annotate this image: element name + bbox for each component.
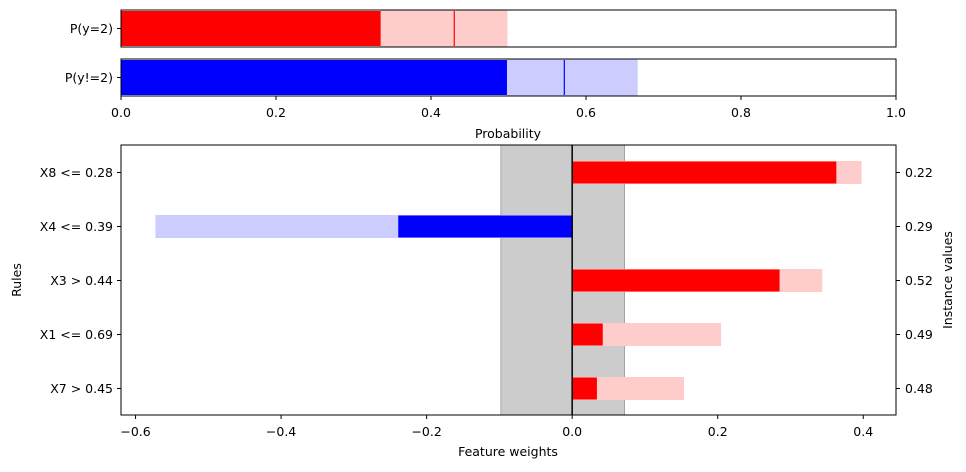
instance-value-label: 0.22 [905, 165, 933, 180]
weight-bar [572, 377, 597, 400]
probability-x-tick-label: 1.0 [886, 105, 906, 120]
rule-label: X4 <= 0.39 [40, 219, 113, 234]
rule-label: X1 <= 0.69 [40, 327, 113, 342]
rules-axis-label: Rules [9, 263, 24, 297]
probability-category-label: P(y=2) [70, 21, 113, 36]
instance-value-label: 0.49 [905, 327, 933, 342]
instance-value-labels: 0.22 0.29 0.52 0.49 0.48 [896, 165, 933, 396]
feature-weight-x-tick-label: −0.6 [120, 424, 150, 439]
instance-value-label: 0.29 [905, 219, 933, 234]
instance-value-label: 0.48 [905, 381, 933, 396]
probability-panel: P(y=2) P(y!=2) 0.0 0.2 0.4 0.6 0.8 1.0 Probabi… [65, 9, 906, 141]
probability-interval-bar [380, 10, 508, 47]
feature-weight-x-ticks: −0.6 −0.4 −0.2 0.0 0.2 0.4 [120, 415, 873, 439]
feature-weight-x-tick-label: −0.4 [266, 424, 296, 439]
weight-bar [572, 269, 780, 292]
probability-x-tick-label: 0.2 [266, 105, 286, 120]
probability-x-tick-label: 0.4 [421, 105, 441, 120]
probability-category-label: P(y!=2) [65, 70, 113, 85]
rule-label: X3 > 0.44 [50, 273, 113, 288]
instance-values-axis-label: Instance values [940, 231, 955, 329]
probability-bar [121, 11, 381, 46]
feature-weight-x-tick-label: 0.2 [708, 424, 728, 439]
probability-x-tick-label: 0.0 [111, 105, 131, 120]
probability-x-tick-label: 0.6 [576, 105, 596, 120]
probability-x-tick-label: 0.8 [731, 105, 751, 120]
instance-value-label: 0.52 [905, 273, 933, 288]
feature-weight-x-tick-label: 0.0 [562, 424, 582, 439]
probability-interval-bar [506, 59, 638, 96]
feature-weight-x-tick-label: −0.2 [411, 424, 441, 439]
rule-label: X7 > 0.45 [50, 381, 113, 396]
weight-bar [572, 161, 837, 184]
probability-axis-label: Probability [475, 126, 542, 141]
feature-weight-x-tick-label: 0.4 [853, 424, 873, 439]
weight-bar [572, 323, 603, 346]
weight-bar [398, 215, 573, 238]
probability-category-labels: P(y=2) P(y!=2) [65, 21, 121, 85]
feature-weights-panel: X8 <= 0.28 X4 <= 0.39 X3 > 0.44 X1 <= 0.69 X… [9, 144, 955, 459]
rule-labels: X8 <= 0.28 X4 <= 0.39 X3 > 0.44 X1 <= 0.69 X… [40, 165, 121, 396]
rule-label: X8 <= 0.28 [40, 165, 113, 180]
probability-bar [121, 60, 507, 95]
probability-bars [121, 10, 638, 96]
probability-x-ticks: 0.0 0.2 0.4 0.6 0.8 1.0 [111, 96, 906, 120]
feature-weight-bars [155, 161, 862, 400]
feature-weights-axis-label: Feature weights [458, 444, 558, 459]
